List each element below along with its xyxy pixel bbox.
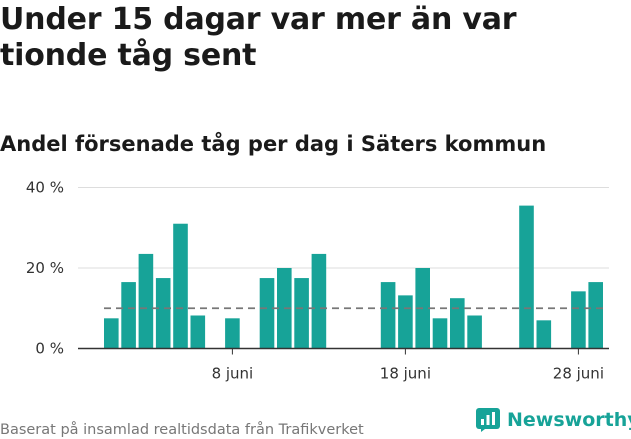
bars bbox=[104, 205, 603, 349]
bar bbox=[138, 253, 154, 349]
source-note: Baserat på insamlad realtidsdata från Tr… bbox=[0, 422, 364, 438]
bar bbox=[432, 318, 448, 349]
bar bbox=[398, 295, 413, 349]
bar bbox=[536, 320, 552, 349]
x-axis: 8 juni 18 juni 28 juni bbox=[78, 347, 609, 383]
x-tick-label: 18 juni bbox=[380, 365, 431, 383]
bar bbox=[519, 205, 534, 349]
bar bbox=[173, 223, 188, 349]
brand-logo: Newsworthy bbox=[476, 408, 631, 432]
bar bbox=[311, 253, 327, 349]
y-tick-label: 40 % bbox=[26, 179, 64, 197]
x-tick-label: 28 juni bbox=[553, 365, 604, 383]
bar bbox=[190, 315, 206, 349]
brand-name: Newsworthy bbox=[507, 409, 631, 431]
bar bbox=[467, 315, 482, 349]
bar bbox=[380, 282, 396, 349]
bar bbox=[225, 318, 240, 349]
y-axis-ticks: 0 % 20 % 40 % bbox=[26, 179, 64, 358]
bar bbox=[450, 298, 465, 349]
x-tick-label: 8 juni bbox=[212, 365, 254, 383]
chart-title: Under 15 dagar var mer än var tionde tåg… bbox=[0, 2, 517, 73]
y-tick-label: 0 % bbox=[35, 340, 64, 358]
y-tick-label: 20 % bbox=[26, 259, 64, 277]
bar bbox=[121, 282, 136, 349]
bar bbox=[294, 278, 309, 349]
bar-chart: 0 % 20 % 40 % 8 juni 18 juni 28 juni bbox=[26, 179, 609, 383]
newsworthy-logo-icon bbox=[476, 408, 500, 432]
bar bbox=[571, 291, 586, 349]
bar bbox=[155, 278, 171, 349]
bar bbox=[588, 282, 603, 349]
chart-subtitle: Andel försenade tåg per dag i Säters kom… bbox=[0, 132, 547, 156]
bar bbox=[104, 318, 119, 349]
bar bbox=[259, 278, 275, 349]
